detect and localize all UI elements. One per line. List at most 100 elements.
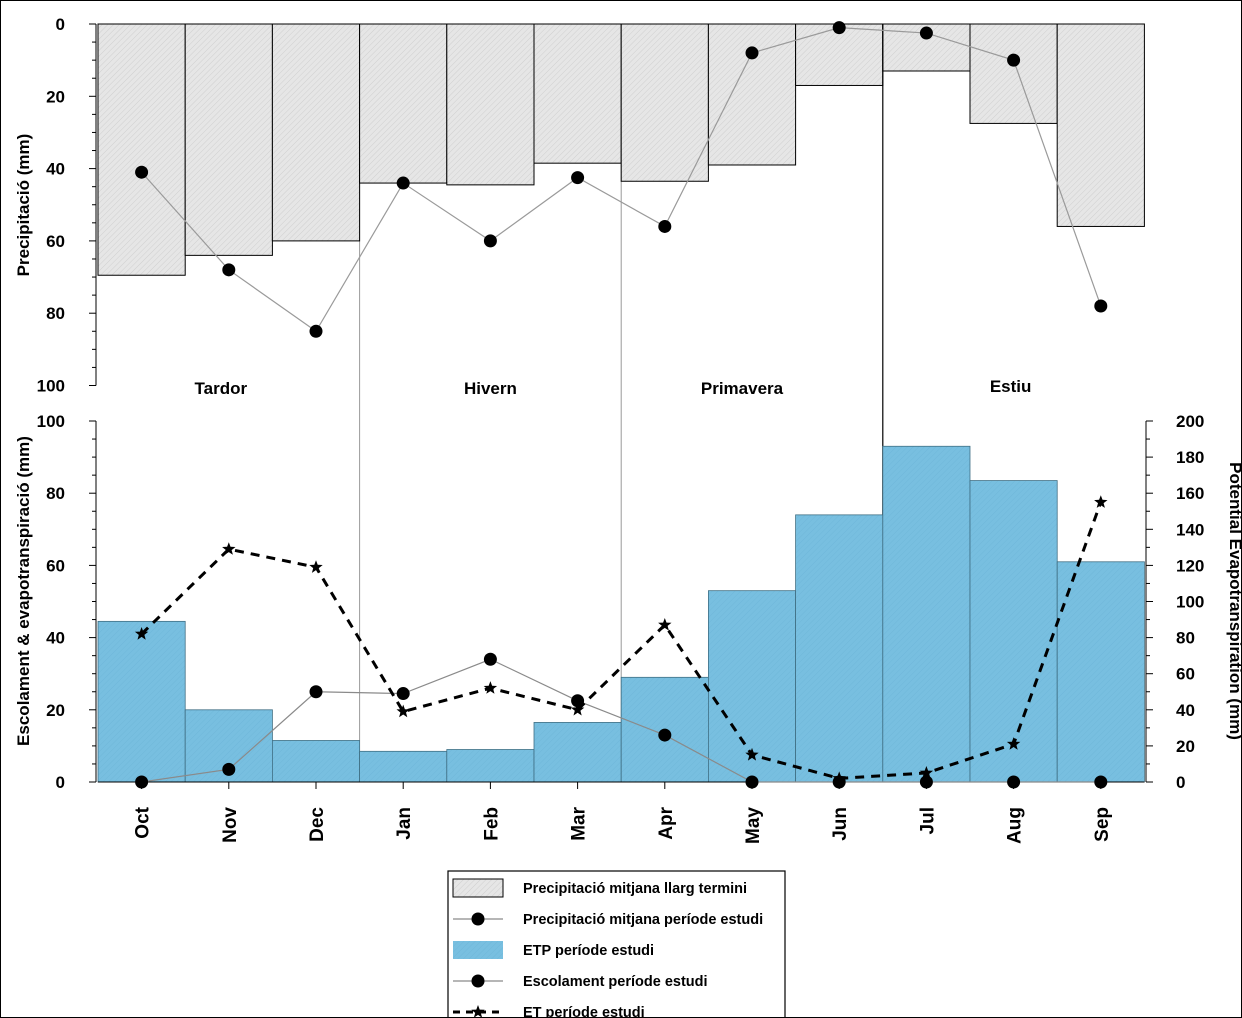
legend-box <box>447 870 786 1017</box>
et-point <box>396 704 410 718</box>
legend-marker-circle <box>471 912 485 926</box>
x-tick-label: Mar <box>569 806 590 840</box>
right-y-tick-label: 120 <box>1176 556 1204 575</box>
et-point <box>570 702 585 716</box>
x-tick-label: Oct <box>133 806 154 838</box>
right-y-tick-label: 40 <box>1176 701 1195 720</box>
right-y-tick-label: 160 <box>1176 484 1204 503</box>
right-y-tick-label: 0 <box>1176 773 1185 792</box>
x-tick-label: Sep <box>1092 807 1113 842</box>
season-label: Tardor <box>195 379 248 398</box>
bottom-y-tick-label: 20 <box>46 701 65 720</box>
et-point <box>1006 737 1021 750</box>
bottom-y-tick-label: 100 <box>37 412 65 431</box>
right-y-axis-label: Potential Evapotranspiration (mm) <box>1226 462 1242 740</box>
precip-longterm-bar <box>707 23 797 166</box>
etp-bar <box>446 749 535 783</box>
precip-study-point <box>222 263 236 277</box>
legend-marker-star <box>471 1005 485 1017</box>
runoff-point <box>309 685 323 699</box>
right-y-tick-label: 80 <box>1176 629 1195 648</box>
precip-longterm-bar <box>446 23 535 186</box>
et-point <box>658 618 672 631</box>
season-label: Primavera <box>701 379 784 398</box>
et-point <box>919 766 934 779</box>
etp-bar <box>359 750 448 783</box>
x-tick-label: Jul <box>917 807 938 834</box>
legend-swatch-etp <box>453 941 503 959</box>
top-y-tick-label: 0 <box>56 15 65 34</box>
et-line <box>140 501 1103 780</box>
x-tick-label: Dec <box>307 807 328 842</box>
right-y-tick-label: 20 <box>1176 737 1195 756</box>
bottom-y-tick-label: 40 <box>46 629 65 648</box>
legend-label: ET període estudi <box>523 1005 645 1018</box>
et-point <box>832 771 846 785</box>
etp-bar <box>882 445 971 783</box>
etp-bar <box>1056 561 1145 783</box>
top-y-tick-label: 20 <box>46 87 65 106</box>
precip-longterm-bar <box>620 23 709 182</box>
legend-label: Escolament període estudi <box>523 974 708 990</box>
etp-bar <box>533 722 622 783</box>
legend-label: Precipitació mitjana llarg termini <box>523 881 747 897</box>
runoff-point <box>571 694 585 708</box>
runoff-point <box>396 687 410 701</box>
x-tick-label: Apr <box>656 806 677 839</box>
legend: Precipitació mitjana llarg termini Precip… <box>447 870 786 1018</box>
right-y-tick-label: 180 <box>1176 448 1204 467</box>
et-point <box>483 681 498 694</box>
precip-longterm-bar <box>969 23 1058 124</box>
runoff-line <box>141 658 1101 783</box>
bottom-y-tick-label: 80 <box>46 484 65 503</box>
x-tick-label: Aug <box>1005 807 1026 844</box>
top-panel: 0 20 40 60 80 100 Precipitació (mm) Tardor Hiver… <box>14 15 1145 782</box>
etp-bar <box>271 740 360 783</box>
precip-longterm-bar <box>1056 23 1145 227</box>
runoff-point <box>222 762 236 776</box>
precip-longterm-bar <box>795 23 884 86</box>
right-y-tick-label: 100 <box>1176 593 1204 612</box>
legend-label: ETP període estudi <box>523 943 654 959</box>
x-tick-label: Jan <box>394 807 415 840</box>
precip-study-line <box>141 27 1102 333</box>
x-tick-label: May <box>743 807 764 844</box>
top-y-tick-label: 60 <box>46 232 65 251</box>
precip-study-point <box>135 165 149 179</box>
precip-study-point <box>745 46 759 60</box>
precip-study-point <box>483 234 497 248</box>
et-point <box>1094 495 1108 508</box>
runoff-point <box>658 728 672 742</box>
top-y-tick-label: 100 <box>37 377 65 396</box>
et-point <box>222 542 236 555</box>
precip-longterm-bar <box>533 23 622 164</box>
precip-longterm-bar <box>97 23 186 276</box>
precip-longterm-bar <box>271 23 361 242</box>
top-y-tick-label: 80 <box>46 304 65 323</box>
bottom-y-tick-label: 60 <box>46 556 65 575</box>
top-y-tick-label: 40 <box>46 160 65 179</box>
legend-swatch-precip-longterm <box>452 878 504 898</box>
x-tick-label: Jun <box>830 807 851 841</box>
season-label: Estiu <box>990 377 1032 396</box>
precip-study-point <box>1094 299 1108 313</box>
precip-study-point <box>396 176 410 190</box>
right-y-tick-label: 140 <box>1176 520 1204 539</box>
legend-marker-circle <box>471 974 485 988</box>
x-tick-label: Feb <box>481 807 502 841</box>
et-point <box>309 560 323 573</box>
etp-bar <box>97 620 186 783</box>
right-y-tick-label: 200 <box>1176 412 1204 431</box>
bottom-y-axis-label: Escolament & evapotranspiració (mm) <box>14 436 33 746</box>
precip-study-point <box>309 324 323 338</box>
etp-bar <box>795 514 884 783</box>
season-label: Hivern <box>464 379 517 398</box>
etp-bar <box>969 480 1058 783</box>
top-y-axis-label: Precipitació (mm) <box>14 134 33 277</box>
right-y-tick-label: 60 <box>1176 665 1195 684</box>
et-point <box>745 747 759 761</box>
x-tick-label: Nov <box>220 807 241 843</box>
precip-study-point <box>832 21 846 35</box>
runoff-point <box>483 652 497 666</box>
